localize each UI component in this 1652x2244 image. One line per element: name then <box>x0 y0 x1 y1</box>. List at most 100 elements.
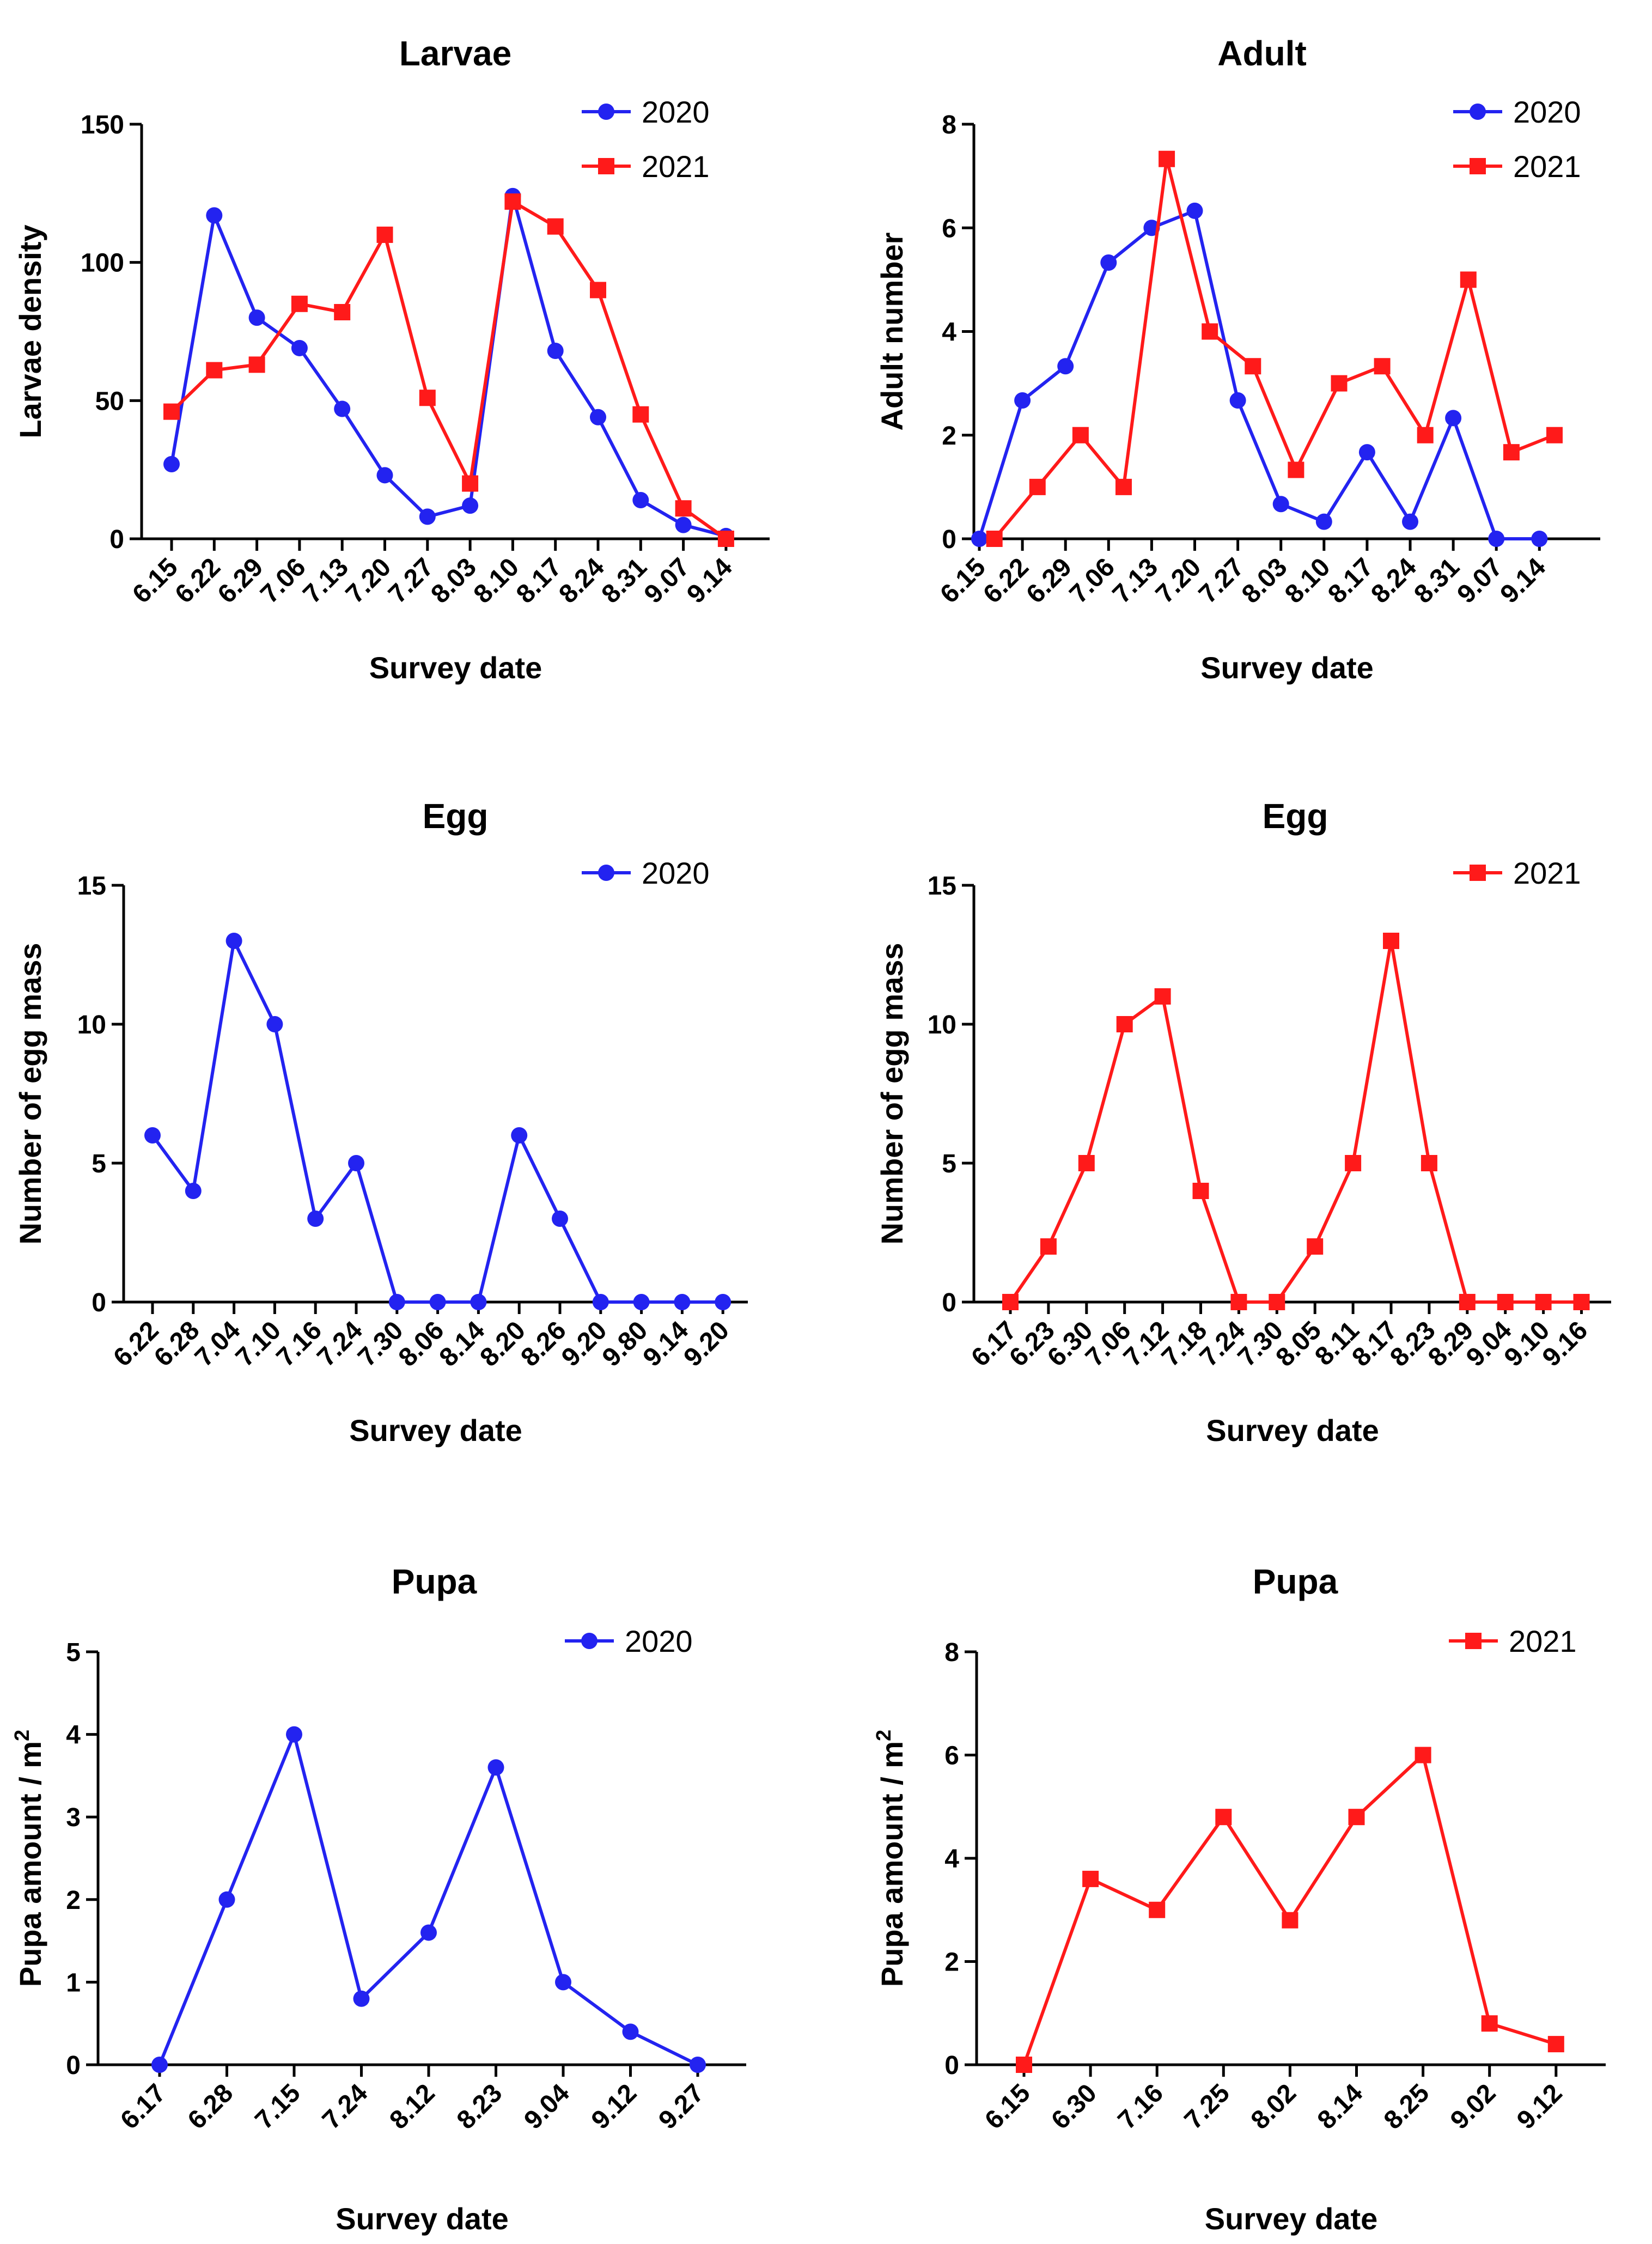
data-point-2021 <box>376 226 393 243</box>
data-point-2021 <box>1029 478 1046 495</box>
y-tick-label: 2 <box>944 1948 959 1977</box>
data-point-2020 <box>420 1924 437 1941</box>
data-point-2020 <box>547 343 564 360</box>
y-tick-label: 5 <box>942 1150 956 1178</box>
data-point-2020 <box>1100 254 1117 271</box>
data-point-2021 <box>1269 1294 1285 1310</box>
adult-chart: Adult024686.156.226.297.067.137.207.278.… <box>875 34 1600 685</box>
x-axis-title: Survey date <box>336 2202 509 2236</box>
data-point-2021 <box>1535 1294 1552 1310</box>
legend-marker-2020 <box>581 1633 598 1649</box>
y-tick-label: 6 <box>942 214 956 243</box>
y-tick-label: 4 <box>942 318 956 347</box>
y-axis-title-text: Larvae density <box>13 224 47 438</box>
data-point-2021 <box>1082 1870 1099 1887</box>
chart-title: Egg <box>1263 796 1328 836</box>
data-point-2021 <box>1040 1238 1057 1255</box>
chart-title: Pupa <box>392 1562 477 1601</box>
y-tick-label: 0 <box>942 1288 956 1317</box>
series-line-2021 <box>993 157 1556 540</box>
data-point-2021 <box>504 193 521 210</box>
legend-marker-2021 <box>1470 865 1486 881</box>
data-point-2020 <box>1531 531 1548 547</box>
data-point-2021 <box>1288 461 1304 478</box>
data-point-2020 <box>462 497 479 514</box>
data-point-2021 <box>1331 375 1348 392</box>
data-point-2020 <box>1488 531 1505 547</box>
data-point-2021 <box>986 531 1003 547</box>
series-line-2020 <box>170 194 727 538</box>
chart-title: Pupa <box>1253 1562 1338 1601</box>
data-point-2021 <box>1459 1294 1476 1310</box>
data-point-2020 <box>1057 358 1074 375</box>
data-point-2020 <box>470 1294 487 1310</box>
data-point-2021 <box>632 406 649 423</box>
x-axis-title: Survey date <box>349 1413 522 1448</box>
data-point-2020 <box>353 1990 370 2007</box>
data-point-2020 <box>307 1211 324 1227</box>
data-point-2020 <box>555 1974 571 1991</box>
data-point-2020 <box>348 1155 364 1171</box>
data-point-2020 <box>1315 513 1332 530</box>
legend-marker-2021 <box>598 158 614 174</box>
data-point-2021 <box>163 403 180 420</box>
x-axis-title: Survey date <box>1205 2202 1378 2236</box>
data-point-2020 <box>266 1016 283 1032</box>
y-tick-label: 150 <box>81 111 124 139</box>
y-tick-label: 0 <box>109 525 124 554</box>
data-point-2021 <box>1307 1238 1324 1255</box>
data-point-2021 <box>419 390 436 406</box>
data-point-2020 <box>1014 392 1031 409</box>
data-point-2020 <box>552 1211 568 1227</box>
y-tick-label: 15 <box>928 872 956 901</box>
data-point-2020 <box>206 207 223 224</box>
data-point-2020 <box>592 1294 609 1310</box>
data-point-2020 <box>715 1294 731 1310</box>
data-point-2021 <box>206 362 223 379</box>
data-point-2021 <box>1115 478 1132 495</box>
data-point-2021 <box>1497 1294 1514 1310</box>
legend-label-2021: 2021 <box>642 149 710 184</box>
legend-marker-2021 <box>1465 1633 1482 1649</box>
data-point-2021 <box>1116 1016 1133 1032</box>
data-point-2021 <box>248 356 265 373</box>
legend-label-2020: 2020 <box>625 1624 693 1658</box>
y-tick-label: 15 <box>77 872 106 901</box>
data-point-2021 <box>1503 444 1520 461</box>
data-point-2020 <box>622 2023 639 2040</box>
series-line-2021 <box>170 200 727 540</box>
y-tick-label: 8 <box>942 111 956 139</box>
data-point-2021 <box>291 295 308 312</box>
data-point-2021 <box>1383 933 1399 949</box>
data-point-2020 <box>388 1294 405 1310</box>
data-point-2021 <box>1345 1155 1362 1171</box>
legend-label-2020: 2020 <box>1513 95 1581 129</box>
data-point-2020 <box>185 1183 202 1199</box>
y-tick-label: 0 <box>942 525 956 554</box>
data-point-2021 <box>590 282 606 299</box>
y-tick-label: 2 <box>66 1886 81 1915</box>
data-point-2021 <box>1202 323 1218 340</box>
x-axis-title: Survey date <box>1206 1413 1379 1448</box>
y-axis-title-superscript: 2 <box>11 1730 34 1741</box>
y-tick-label: 4 <box>66 1721 81 1750</box>
data-point-2021 <box>462 475 479 492</box>
y-axis-title: Adult number <box>875 233 909 431</box>
data-point-2020 <box>291 339 308 356</box>
data-point-2021 <box>1421 1155 1437 1171</box>
data-point-2020 <box>1229 392 1246 409</box>
y-axis-title-text: Adult number <box>875 233 909 431</box>
data-point-2020 <box>151 2057 168 2073</box>
data-point-2020 <box>1402 513 1418 530</box>
y-axis-title-text: Number of egg mass <box>875 943 909 1245</box>
y-tick-label: 5 <box>66 1638 81 1667</box>
data-point-2020 <box>674 1294 691 1310</box>
data-point-2020 <box>511 1127 528 1144</box>
y-tick-label: 2 <box>942 422 956 451</box>
data-point-2021 <box>717 531 734 547</box>
y-tick-label: 5 <box>92 1150 106 1178</box>
data-point-2020 <box>334 400 351 417</box>
data-point-2021 <box>1245 358 1261 375</box>
data-point-2021 <box>1460 271 1477 288</box>
